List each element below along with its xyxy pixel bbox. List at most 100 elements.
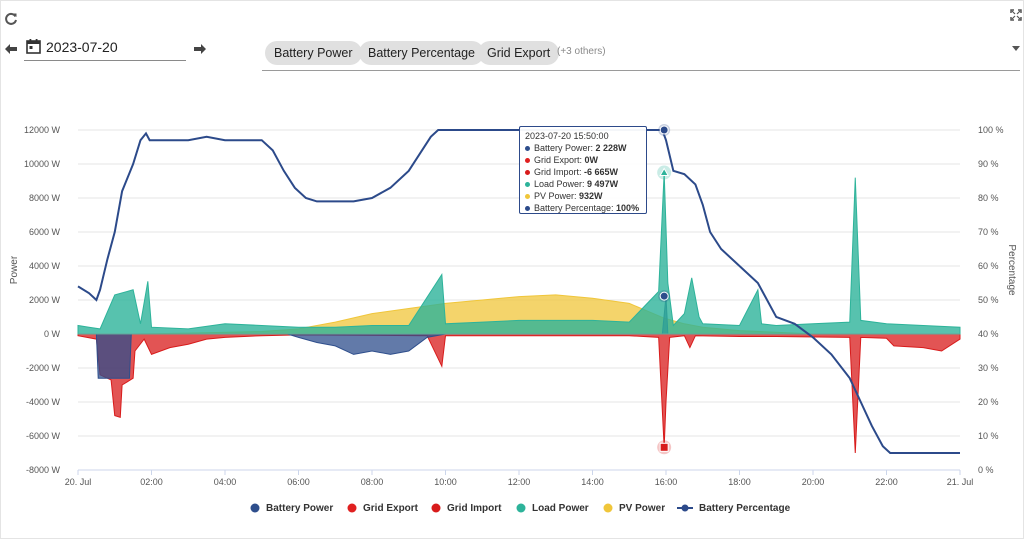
legend-item-grid-export[interactable]: Grid Export [347, 500, 418, 516]
tooltip-value: 932W [579, 191, 603, 201]
series-area-load-power [77, 172, 961, 335]
tooltip-value: 100% [616, 203, 640, 213]
y-tick-label: 0 W [44, 329, 61, 339]
y2-tick-label: 80 % [978, 193, 999, 203]
x-tick-label: 04:00 [214, 477, 237, 487]
legend-symbol-icon [677, 504, 693, 512]
y2-tick-label: 60 % [978, 261, 999, 271]
series-line-battery-percentage [77, 129, 960, 454]
tooltip-row: Grid Import: -6 665W [525, 166, 646, 178]
tooltip-value: 0W [584, 155, 599, 165]
series-dot-icon [525, 194, 530, 200]
tooltip-value: 9 497W [587, 179, 619, 189]
tooltip-value: 2 228W [595, 143, 627, 153]
tooltip-row: Battery Percentage: 100% [525, 202, 646, 214]
arrow-left-icon[interactable] [4, 42, 18, 54]
refresh-icon[interactable] [4, 12, 18, 26]
legend-label: Load Power [532, 502, 589, 514]
marker-grid-import [659, 442, 669, 452]
x-tick-label: 10:00 [434, 477, 457, 487]
marker-battery-power [659, 291, 669, 301]
series-dot-icon [525, 146, 530, 152]
date-picker[interactable]: 2023-07-20 [24, 36, 186, 61]
x-tick-label: 20:00 [802, 477, 825, 487]
date-value: 2023-07-20 [46, 39, 118, 55]
series-dot-icon [525, 182, 530, 188]
y2-tick-label: 70 % [978, 227, 999, 237]
tooltip-label: Load Power: [534, 179, 588, 189]
series-select[interactable]: Battery Power Battery Percentage Grid Ex… [262, 40, 1020, 71]
chip-battery-power[interactable]: Battery Power [265, 41, 362, 65]
y-tick-label: 8000 W [29, 193, 61, 203]
tooltip-label: Grid Import: [534, 167, 585, 177]
y-tick-label: 10000 W [24, 159, 61, 169]
chip-grid-export[interactable]: Grid Export [478, 41, 560, 65]
series-dot-icon [525, 158, 530, 164]
tooltip-label: Battery Percentage: [534, 203, 617, 213]
legend-symbol-icon [250, 503, 260, 513]
x-tick-label: 12:00 [508, 477, 531, 487]
y2-tick-label: 0 % [978, 465, 994, 475]
power-chart: 12000 W 10000 W 8000 W 6000 W 4000 W 2000 W 0 … [9, 124, 1017, 487]
y2-tick-label: 50 % [978, 295, 999, 305]
y-tick-label: -8000 W [26, 465, 61, 475]
marker-load-power [659, 167, 670, 177]
series-dot-icon [525, 170, 530, 176]
legend-symbol-icon [516, 503, 526, 513]
series-dot-icon [525, 206, 530, 212]
chevron-down-icon[interactable] [1012, 46, 1020, 51]
x-tick-label: 20. Jul [65, 477, 92, 487]
tooltip-label: PV Power: [534, 191, 580, 201]
legend-item-load-power[interactable]: Load Power [516, 500, 589, 516]
tooltip-title: 2023-07-20 15:50:00 [525, 131, 609, 141]
y-tick-label: 2000 W [29, 295, 61, 305]
x-tick-label: 08:00 [361, 477, 384, 487]
tooltip-label: Battery Power: [534, 143, 596, 153]
legend-label: Battery Power [266, 502, 334, 514]
marker-battery-percentage [659, 125, 669, 135]
y2-tick-label: 90 % [978, 159, 999, 169]
y2-axis-title: Percentage [1006, 244, 1017, 296]
more-series-count: (+3 others) [557, 46, 606, 57]
x-tick-label: 22:00 [875, 477, 898, 487]
tooltip-row: Grid Export: 0W [525, 154, 646, 166]
legend-symbol-icon [431, 503, 441, 513]
x-tick-label: 18:00 [728, 477, 751, 487]
fullscreen-icon[interactable] [1010, 8, 1022, 21]
y-tick-label: 12000 W [24, 125, 61, 135]
x-tick-label: 16:00 [655, 477, 678, 487]
y-axis-title: Power [9, 255, 20, 284]
legend-label: Grid Import [447, 502, 502, 514]
legend-symbol-icon [347, 503, 357, 513]
chart-tooltip: 2023-07-20 15:50:00 Battery Power: 2 228… [519, 126, 647, 214]
legend-label: Grid Export [363, 502, 419, 514]
y2-tick-label: 20 % [978, 397, 999, 407]
legend-label: PV Power [619, 502, 666, 514]
x-tick-label: 02:00 [140, 477, 163, 487]
chip-battery-percentage[interactable]: Battery Percentage [359, 41, 485, 65]
legend-label: Battery Percentage [699, 502, 791, 514]
calendar-icon[interactable] [26, 38, 41, 54]
legend-item-battery-percentage[interactable]: Battery Percentage [677, 500, 790, 516]
y-tick-label: 6000 W [29, 227, 61, 237]
legend-item-battery-power[interactable]: Battery Power [250, 500, 333, 516]
y2-tick-label: 100 % [978, 125, 1004, 135]
y-tick-label: -2000 W [26, 363, 61, 373]
y-tick-label: -6000 W [26, 431, 61, 441]
legend-item-grid-import[interactable]: Grid Import [431, 500, 501, 516]
tooltip-row: PV Power: 932W [525, 190, 646, 202]
legend-symbol-icon [603, 503, 613, 513]
arrow-right-icon[interactable] [193, 42, 207, 54]
series-area-grid-import [77, 333, 961, 454]
chart-legend: Battery Power Grid Export Grid Import Load … [0, 500, 1024, 516]
tooltip-row: Battery Power: 2 228W [525, 142, 646, 154]
y-tick-label: 4000 W [29, 261, 61, 271]
x-tick-label: 14:00 [581, 477, 604, 487]
y2-tick-label: 30 % [978, 363, 999, 373]
x-tick-label: 06:00 [287, 477, 310, 487]
tooltip-row: Load Power: 9 497W [525, 178, 646, 190]
legend-item-pv-power[interactable]: PV Power [603, 500, 665, 516]
y2-tick-label: 40 % [978, 329, 999, 339]
tooltip-value: -6 665W [584, 167, 619, 177]
y2-tick-label: 10 % [978, 431, 999, 441]
